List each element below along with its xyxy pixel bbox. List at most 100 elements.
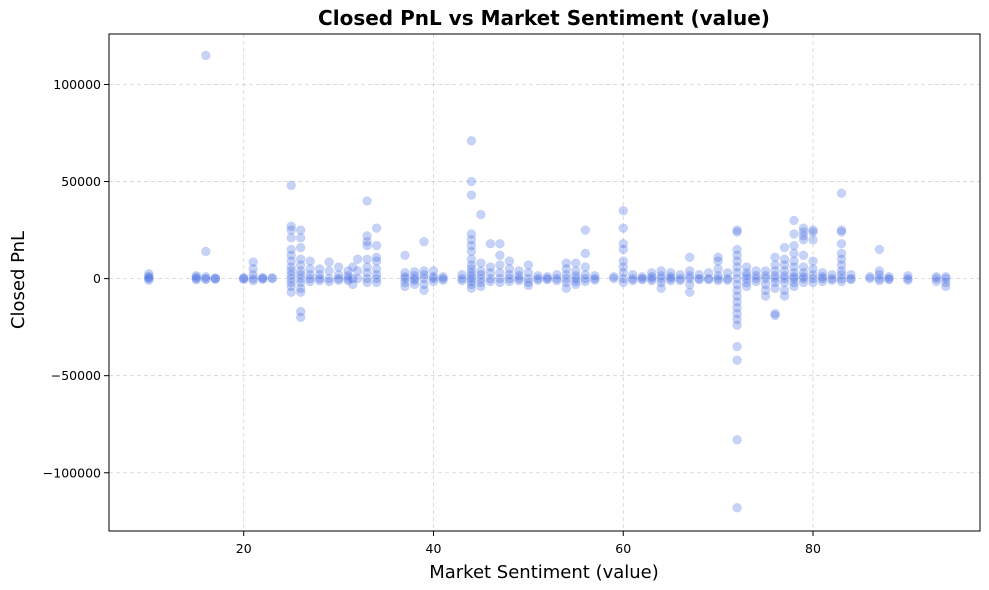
scatter-point: [713, 273, 723, 284]
scatter-point: [400, 250, 410, 261]
scatter-point: [789, 248, 799, 259]
scatter-point: [305, 269, 315, 280]
scatter-point: [210, 273, 221, 284]
scatter-point: [504, 276, 515, 287]
scatter-point: [523, 277, 534, 288]
scatter-point: [286, 287, 296, 297]
scatter-point: [713, 275, 723, 286]
scatter-point: [618, 223, 629, 233]
scatter-point: [836, 248, 847, 259]
scatter-point: [798, 277, 809, 288]
scatter-point: [466, 264, 477, 274]
scatter-point: [476, 269, 486, 280]
scatter-point: [684, 252, 695, 263]
scatter-point: [732, 320, 742, 330]
scatter-point: [438, 271, 448, 282]
scatter-point: [286, 273, 296, 284]
y-axis-ticks: −100000 −50000 0 50000 100000: [43, 77, 109, 480]
scatter-point: [371, 273, 382, 284]
scatter-point: [684, 279, 695, 290]
scatter-point: [865, 273, 875, 284]
y-axis-label: Closed PnL: [8, 231, 29, 329]
scatter-point: [514, 273, 524, 284]
scatter-point: [409, 270, 420, 281]
scatter-point: [931, 271, 942, 282]
scatter-point: [741, 268, 752, 278]
scatter-point: [618, 256, 629, 266]
scatter-point: [656, 283, 666, 294]
scatter-point: [191, 274, 202, 285]
scatter-point: [941, 277, 951, 288]
scatter-point: [305, 273, 315, 284]
scatter-point: [808, 235, 818, 245]
scatter-point: [210, 274, 221, 284]
scatter-point: [846, 269, 856, 280]
scatter-point: [751, 273, 761, 284]
scatter-point: [722, 275, 733, 285]
scatter-point: [286, 225, 296, 235]
scatter-point: [836, 227, 847, 237]
scatter-point: [466, 279, 477, 290]
scatter-point: [362, 268, 372, 278]
scatter-point: [732, 302, 742, 313]
scatter-point: [295, 277, 306, 288]
scatter-point: [542, 274, 553, 285]
scatter-point: [836, 269, 847, 280]
scatter-point: [874, 275, 885, 286]
scatter-point: [808, 273, 818, 284]
scatter-point: [201, 273, 211, 284]
scatter-point: [457, 273, 467, 284]
scatter-point: [732, 435, 742, 445]
scatter-point: [371, 277, 382, 288]
scatter-point: [665, 268, 676, 278]
scatter-point: [248, 273, 258, 284]
scatter-point: [571, 273, 581, 284]
scatter-point: [561, 258, 572, 268]
scatter-point: [286, 281, 296, 292]
scatter-point: [295, 266, 306, 276]
scatter-point: [646, 275, 657, 286]
scatter-point: [400, 271, 410, 282]
scatter-point: [201, 274, 211, 285]
scatter-point: [371, 252, 382, 263]
scatter-point: [798, 231, 809, 241]
scatter-point: [646, 271, 657, 282]
scatter-point: [286, 277, 296, 288]
scatter-point: [732, 250, 742, 261]
scatter-point: [144, 272, 154, 283]
scatter-point: [779, 277, 790, 288]
scatter-point: [561, 283, 572, 294]
x-tick-label: 20: [236, 541, 252, 556]
scatter-point: [438, 275, 448, 285]
scatter-point: [466, 254, 477, 264]
scatter-point: [201, 271, 211, 282]
chart-title: Closed PnL vs Market Sentiment (value): [318, 6, 770, 30]
scatter-point: [295, 242, 306, 253]
scatter-point: [561, 269, 572, 280]
scatter-point: [466, 136, 477, 146]
scatter-point: [476, 277, 486, 288]
scatter-point: [295, 287, 306, 297]
scatter-point: [770, 273, 780, 284]
scatter-point: [409, 273, 420, 284]
scatter-point: [618, 262, 629, 272]
scatter-point: [257, 273, 268, 284]
scatter-point: [732, 273, 742, 284]
scatter-point: [732, 227, 742, 237]
scatter-point: [428, 266, 439, 276]
scatter-point: [495, 238, 505, 249]
scatter-point: [665, 275, 676, 286]
scatter-point: [267, 273, 277, 283]
scatter-point: [314, 264, 325, 274]
scatter-point: [779, 285, 790, 296]
scatter-point: [514, 266, 524, 276]
scatter-point: [580, 225, 591, 235]
scatter-point: [732, 308, 742, 319]
scatter-point: [732, 291, 742, 301]
scatter-point: [248, 264, 258, 274]
scatter-point: [684, 273, 695, 284]
scatter-point: [590, 270, 600, 281]
scatter-point: [191, 273, 202, 284]
scatter-point: [732, 256, 742, 266]
